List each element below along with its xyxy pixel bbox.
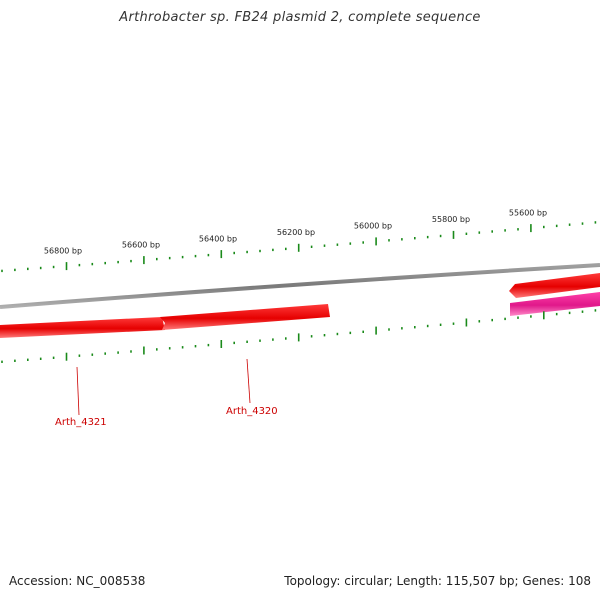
scale-label: 56200 bp xyxy=(277,228,315,237)
scale-label: 56800 bp xyxy=(44,246,82,255)
scale-label: 55600 bp xyxy=(509,208,547,217)
plasmid-map-view: Arthrobacter sp. FB24 plasmid 2, complet… xyxy=(0,0,600,600)
scale-label: 56400 bp xyxy=(199,234,237,243)
gene-label-leader xyxy=(247,359,250,403)
plasmid-backbone xyxy=(0,265,600,307)
gene-arth-4320[interactable] xyxy=(160,304,330,330)
gene-label-leader xyxy=(77,367,79,415)
plasmid-map: 56800 bp 56600 bp 56400 bp 56200 bp 56000 bp… xyxy=(0,0,600,600)
scale-label: 55800 bp xyxy=(432,215,470,224)
gene-label-arth-4320[interactable]: Arth_4320 xyxy=(226,406,278,417)
gene-label-arth-4321[interactable]: Arth_4321 xyxy=(55,417,107,428)
gene-arth-4321[interactable] xyxy=(0,317,165,338)
accession-text: Accession: NC_008538 xyxy=(9,574,145,588)
topology-summary: Topology: circular; Length: 115,507 bp; … xyxy=(284,574,591,588)
scale-labels: 56800 bp 56600 bp 56400 bp 56200 bp 56000 bp… xyxy=(44,208,547,255)
scale-label: 56000 bp xyxy=(354,222,392,231)
scale-label: 56600 bp xyxy=(122,240,160,249)
